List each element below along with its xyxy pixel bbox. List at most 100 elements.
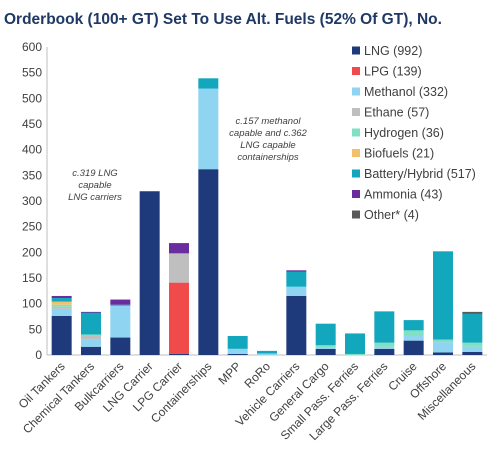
- legend-label: Other* (4): [364, 208, 419, 222]
- annotation-lng-line-3: LNG carriers: [68, 192, 122, 203]
- y-tick-label: 350: [22, 168, 42, 182]
- y-tick-labels: 0 50 100 150 200 250 300 350 400 450 500 550 600: [22, 40, 42, 362]
- legend-swatch: [352, 67, 360, 75]
- bars: [51, 78, 483, 355]
- legend-label: LPG (139): [364, 65, 422, 79]
- bar-segment: [51, 301, 72, 305]
- bar-segment: [374, 311, 395, 343]
- category-label: MPP: [215, 359, 243, 387]
- bar-segment: [462, 311, 483, 314]
- bar-segment: [51, 315, 72, 355]
- bar-segment: [462, 342, 483, 347]
- bar-segment: [433, 342, 453, 353]
- bar-segment: [403, 320, 424, 331]
- bar-segment: [227, 348, 248, 354]
- legend-label: Ammonia (43): [364, 188, 443, 202]
- y-tick-label: 150: [22, 271, 42, 285]
- y-tick-label: 300: [22, 194, 42, 208]
- bar-segment: [433, 352, 453, 355]
- legend-swatch: [352, 87, 360, 96]
- bar-segment: [257, 350, 277, 354]
- legend-label: Methanol (332): [364, 85, 448, 99]
- bar-segment: [169, 282, 189, 354]
- chart-title: Orderbook (100+ GT) Set To Use Alt. Fuel…: [4, 11, 442, 28]
- annotation-cont-line-3: LNG capable: [240, 140, 295, 151]
- legend: LNG (992) LPG (139) Methanol (332) Ethane (…: [352, 44, 476, 222]
- bar-segment: [462, 313, 483, 343]
- bar-segment: [110, 299, 131, 305]
- bar-segment: [169, 243, 189, 254]
- bar-segment: [403, 340, 424, 355]
- y-tick-label: 0: [35, 348, 42, 362]
- bar-segment: [198, 169, 219, 355]
- bar-segment: [374, 346, 395, 349]
- annotation-lng-line-1: c.319 LNG: [72, 168, 117, 179]
- bar-segment: [403, 330, 424, 336]
- legend-swatch: [352, 169, 360, 178]
- annotation-cont-line-2: capable and c.362: [229, 128, 307, 139]
- bar-segment: [198, 78, 219, 89]
- bar-segment: [51, 295, 72, 299]
- bar-segment: [51, 304, 72, 307]
- legend-label: LNG (992): [364, 44, 422, 58]
- y-tick-label: 250: [22, 220, 42, 234]
- y-tick-label: 400: [22, 143, 42, 157]
- bar-segment: [169, 253, 189, 283]
- bar-segment: [51, 306, 72, 309]
- annotation-containerships: c.157 methanol capable and c.362 LNG cap…: [229, 116, 307, 163]
- bar-segment: [462, 346, 483, 352]
- bar-segment: [139, 191, 160, 355]
- bar-segment: [81, 339, 101, 347]
- annotation-cont-line-1: c.157 methanol: [236, 116, 302, 127]
- bar-segment: [110, 337, 131, 355]
- bar-segment: [286, 286, 307, 296]
- y-tick-label: 550: [22, 66, 42, 80]
- y-tick-label: 200: [22, 245, 42, 259]
- legend-swatch: [352, 108, 360, 116]
- bar-segment: [257, 353, 277, 355]
- bar-segment: [198, 88, 219, 170]
- legend-label: Biofuels (21): [364, 147, 434, 161]
- bar-segment: [286, 271, 307, 287]
- annotation-cont-line-4: containerships: [237, 152, 299, 163]
- bar-segment: [315, 323, 336, 346]
- bar-segment: [315, 345, 336, 348]
- bar-segment: [51, 308, 72, 316]
- annotation-lng-carriers: c.319 LNG capable LNG carriers: [68, 168, 122, 203]
- bar-segment: [286, 270, 307, 272]
- bar-segment: [345, 353, 365, 355]
- legend-swatch: [352, 128, 360, 137]
- bar-segment: [315, 347, 336, 349]
- bar-segment: [433, 251, 453, 340]
- y-tick-label: 450: [22, 117, 42, 131]
- legend-swatch: [352, 190, 360, 198]
- annotation-lng-line-2: capable: [78, 180, 111, 191]
- bar-segment: [462, 351, 483, 355]
- bar-segment: [433, 339, 453, 343]
- bar-segment: [81, 312, 101, 335]
- bar-segment: [81, 335, 101, 340]
- bar-segment: [110, 304, 131, 306]
- bar-segment: [81, 311, 101, 313]
- bar-segment: [315, 348, 336, 355]
- bar-segment: [403, 335, 424, 341]
- legend-label: Battery/Hybrid (517): [364, 167, 476, 181]
- bar-segment: [81, 334, 101, 336]
- bar-segment: [374, 342, 395, 347]
- bar-segment: [227, 353, 248, 355]
- bar-segment: [169, 353, 189, 355]
- bar-segment: [345, 333, 365, 354]
- legend-swatch: [352, 46, 360, 55]
- bar-segment: [81, 346, 101, 355]
- bar-segment: [227, 336, 248, 349]
- bar-segment: [286, 295, 307, 355]
- bar-segment: [51, 298, 72, 302]
- legend-swatch: [352, 149, 360, 157]
- y-tick-label: 500: [22, 91, 42, 105]
- legend-swatch: [352, 210, 360, 219]
- y-tick-label: 600: [22, 40, 42, 54]
- bar-segment: [110, 305, 131, 338]
- y-tick-label: 100: [22, 297, 42, 311]
